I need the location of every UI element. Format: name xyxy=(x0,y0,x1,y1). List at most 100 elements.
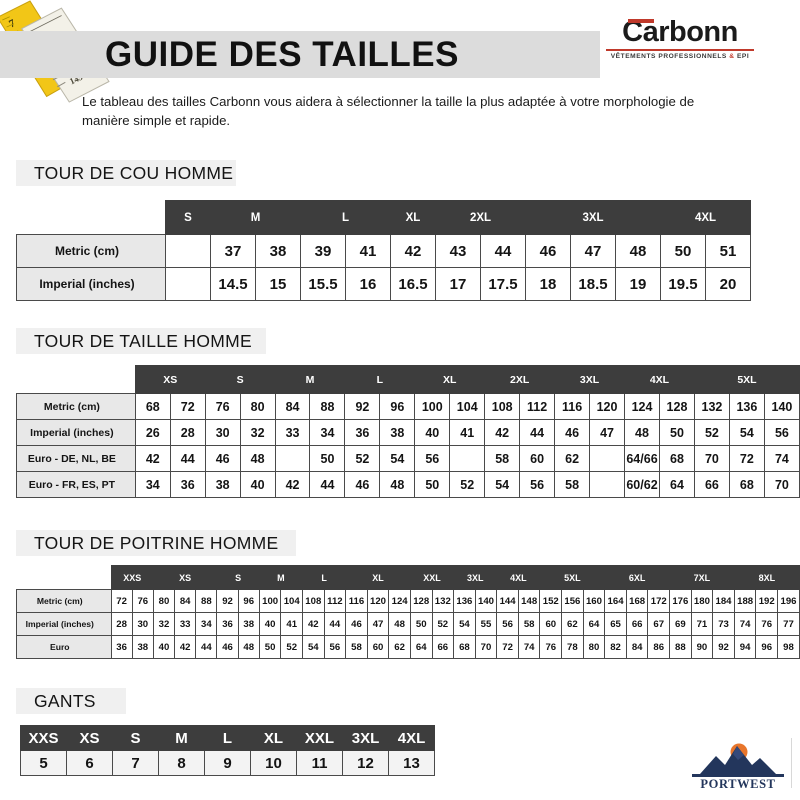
size-value-cell: 104 xyxy=(280,589,304,613)
size-value-cell: 36 xyxy=(110,635,133,659)
size-value-cell: 14.5 xyxy=(210,267,256,301)
size-group-header-3xl: 3XL xyxy=(525,200,661,235)
size-value-cell: 116 xyxy=(554,393,591,420)
size-value-cell: 96 xyxy=(755,635,779,659)
glove-value-cell: 6 xyxy=(66,750,113,776)
row-label: Metric (cm) xyxy=(16,393,136,420)
size-value-cell: 42 xyxy=(134,445,171,472)
size-value-cell: 132 xyxy=(693,393,730,420)
size-value-cell: 44 xyxy=(309,471,346,498)
size-value-cell: 52 xyxy=(431,612,455,636)
size-value-cell: 41 xyxy=(345,234,391,268)
size-value-cell: 136 xyxy=(728,393,765,420)
size-value-cell: 108 xyxy=(484,393,521,420)
size-value-cell: 76 xyxy=(131,589,154,613)
size-value-cell: 176 xyxy=(669,589,692,613)
size-value-cell: 82 xyxy=(604,635,627,659)
size-value-cell: 48 xyxy=(239,445,276,472)
section-heading-gloves: GANTS xyxy=(16,688,126,714)
glove-size-header-xxl: XXL xyxy=(296,725,343,751)
size-value-cell: 40 xyxy=(239,471,276,498)
size-value-cell: 32 xyxy=(239,419,276,446)
size-value-cell: 90 xyxy=(690,635,714,659)
size-value-cell: 43 xyxy=(435,234,481,268)
size-value-cell: 70 xyxy=(693,445,730,472)
size-value-cell: 140 xyxy=(474,589,498,613)
size-group-header-7xl: 7XL xyxy=(669,565,735,590)
table-chest-sizes: XXS XS S M L XL XXL 3XL 4XL 5XL 6XL 7XL 8XL Metric (c… xyxy=(16,565,800,659)
size-group-header-4xl: 4XL xyxy=(624,365,695,394)
size-value-cell: 54 xyxy=(728,419,765,446)
glove-size-header-xxs: XXS xyxy=(20,725,67,751)
size-value-cell: 48 xyxy=(615,234,661,268)
size-value-cell xyxy=(589,471,626,498)
size-value-cell: 71 xyxy=(690,612,714,636)
portwest-mountain-logo: PORTWEST xyxy=(692,743,784,791)
row-label: Euro - FR, ES, PT xyxy=(16,471,136,498)
size-value-cell: 17 xyxy=(435,267,481,301)
size-value-cell: 60 xyxy=(366,635,390,659)
size-value-cell: 19.5 xyxy=(660,267,706,301)
glove-size-header-s: S xyxy=(112,725,159,751)
size-group-header-5xl: 5XL xyxy=(539,565,606,590)
size-value-cell: 46 xyxy=(344,471,381,498)
table-row: Metric (cm) 72 76 80 84 88 92 96 100 104 108 112 116… xyxy=(16,589,800,613)
size-value-cell: 58 xyxy=(517,612,541,636)
size-value-cell: 15.5 xyxy=(300,267,346,301)
size-value-cell: 64 xyxy=(582,612,606,636)
size-group-header-s: S xyxy=(165,200,211,235)
glove-value-row: 5 6 7 8 9 10 11 12 13 xyxy=(20,750,435,776)
size-group-header-m: M xyxy=(274,365,346,394)
size-value-cell: 196 xyxy=(777,589,800,613)
size-value-cell: 34 xyxy=(134,471,171,498)
size-value-cell: 68 xyxy=(659,445,695,472)
size-value-cell: 80 xyxy=(239,393,276,420)
glove-size-header-m: M xyxy=(158,725,205,751)
tagline-post: EPI xyxy=(734,53,750,60)
size-value-cell: 132 xyxy=(431,589,455,613)
size-value-cell: 15 xyxy=(255,267,301,301)
size-value-cell: 68 xyxy=(453,635,476,659)
size-value-cell: 66 xyxy=(625,612,649,636)
size-value-cell: 67 xyxy=(647,612,671,636)
size-value-cell: 52 xyxy=(449,471,486,498)
size-value-cell: 42 xyxy=(302,612,325,636)
svg-text:7: 7 xyxy=(7,17,18,30)
section-heading-chest: TOUR DE POITRINE HOMME xyxy=(16,530,296,556)
size-value-cell: 64 xyxy=(409,635,433,659)
size-value-cell: 41 xyxy=(449,419,486,446)
size-group-header-6xl: 6XL xyxy=(604,565,671,590)
size-value-cell: 120 xyxy=(589,393,626,420)
size-group-header-xs: XS xyxy=(134,365,206,394)
size-value-cell: 64/66 xyxy=(624,445,660,472)
size-value-cell: 192 xyxy=(755,589,779,613)
glove-size-header-4xl: 4XL xyxy=(388,725,435,751)
glove-value-cell: 5 xyxy=(20,750,67,776)
size-group-header-2xl: 2XL xyxy=(435,200,526,235)
size-value-cell: 73 xyxy=(712,612,735,636)
size-value-cell: 50 xyxy=(660,234,706,268)
size-value-cell: 19 xyxy=(615,267,661,301)
size-value-cell: 50 xyxy=(414,471,451,498)
size-value-cell: 120 xyxy=(366,589,390,613)
size-value-cell: 104 xyxy=(449,393,486,420)
size-value-cell: 72 xyxy=(110,589,133,613)
table-row: Euro - DE, NL, BE 42 44 46 48 50 52 54 56 58 60 62 6… xyxy=(16,445,800,472)
glove-value-cell: 11 xyxy=(296,750,343,776)
size-value-cell: 46 xyxy=(554,419,591,446)
table-corner-cell xyxy=(17,201,166,235)
size-value-cell: 69 xyxy=(669,612,692,636)
size-group-header-xxs: XXS xyxy=(110,565,154,590)
size-group-header-5xl: 5XL xyxy=(693,365,800,394)
size-value-cell: 26 xyxy=(134,419,171,446)
size-group-header-xxl: XXL xyxy=(409,565,455,590)
size-value-cell xyxy=(274,445,311,472)
size-value-cell: 100 xyxy=(258,589,282,613)
glove-size-header-l: L xyxy=(204,725,251,751)
page-title: GUIDE DES TAILLES xyxy=(105,35,459,74)
size-value-cell: 160 xyxy=(582,589,606,613)
table-row: Euro 36 38 40 42 44 46 48 50 52 54 56 58 60 62 64 66 68 70… xyxy=(16,635,800,659)
row-label: Imperial (inches) xyxy=(16,267,166,301)
size-value-cell: 77 xyxy=(777,612,800,636)
size-value-cell: 50 xyxy=(659,419,695,446)
